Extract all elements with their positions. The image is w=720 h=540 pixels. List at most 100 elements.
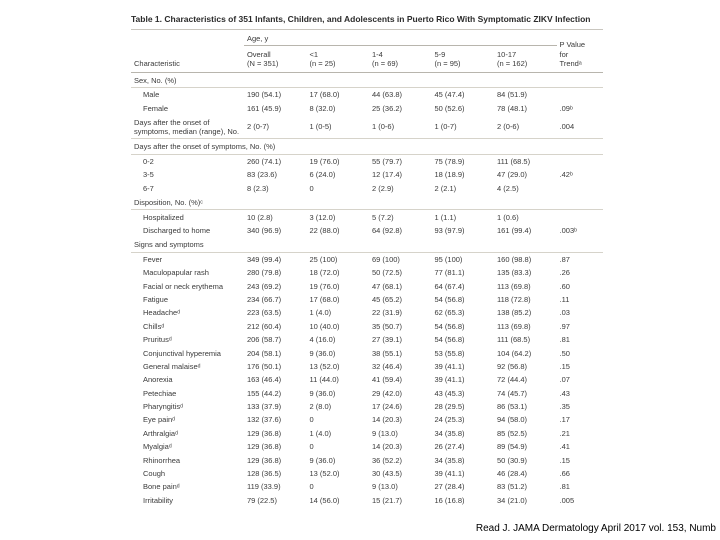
cell-value: 54 (56.8)	[432, 333, 495, 346]
cell-value: 27 (28.4)	[432, 480, 495, 493]
table-row: Maculopapular rash280 (79.8)18 (72.0)50 …	[131, 266, 603, 279]
cell-value: 64 (92.8)	[369, 224, 432, 237]
cell-value: 32 (46.4)	[369, 360, 432, 373]
data-table: Characteristic Age, y P Value for Trendᵃ…	[131, 30, 603, 506]
cell-value: 14 (20.3)	[369, 440, 432, 453]
cell-value: 41 (59.4)	[369, 373, 432, 386]
cell-value: 2 (2.9)	[369, 182, 432, 195]
cell-value: 9 (36.0)	[306, 346, 369, 359]
section-header: Disposition, No. (%)ᶜ	[131, 195, 603, 210]
section-header: Days after the onset of symptoms, median…	[131, 115, 244, 139]
cell-value: 45 (47.4)	[432, 88, 495, 102]
table-row: Anorexia163 (46.4)11 (44.0)41 (59.4)39 (…	[131, 373, 603, 386]
cell-value: 14 (20.3)	[369, 413, 432, 426]
cell-value: 1 (4.0)	[306, 427, 369, 440]
cell-value: 3 (12.0)	[306, 210, 369, 224]
table-row: Male190 (54.1)17 (68.0)44 (63.8)45 (47.4…	[131, 88, 603, 102]
cell-value: 111 (68.5)	[494, 154, 557, 168]
cell-pvalue: .60	[557, 279, 603, 292]
cell-value: 9 (13.0)	[369, 427, 432, 440]
cell-pvalue	[557, 88, 603, 102]
cell-value: 11 (44.0)	[306, 373, 369, 386]
cell-value: 4 (2.5)	[494, 182, 557, 195]
table-row: Discharged to home340 (96.9)22 (88.0)64 …	[131, 224, 603, 237]
cell-value: 69 (100)	[369, 252, 432, 266]
cell-value: 19 (76.0)	[306, 154, 369, 168]
cell-value: 340 (96.9)	[244, 224, 307, 237]
cell-value: 34 (21.0)	[494, 493, 557, 506]
table-row: Myalgiaᵈ129 (36.8)014 (20.3)26 (27.4)89 …	[131, 440, 603, 453]
table-row: Chillsᵈ212 (60.4)10 (40.0)35 (50.7)54 (5…	[131, 320, 603, 333]
cell-value: 29 (42.0)	[369, 386, 432, 399]
cell-value: 36 (52.2)	[369, 453, 432, 466]
col-10-17: 10-17 (n = 162)	[494, 45, 557, 72]
cell-value: 75 (78.9)	[432, 154, 495, 168]
cell-value: 72 (44.4)	[494, 373, 557, 386]
cell-value: 54 (56.8)	[432, 320, 495, 333]
table-row: Headacheᵈ223 (63.5)1 (4.0)22 (31.9)62 (6…	[131, 306, 603, 319]
cell-value: 349 (99.4)	[244, 252, 307, 266]
cell-value: 25 (100)	[306, 252, 369, 266]
cell-value: 2 (8.0)	[306, 400, 369, 413]
cell-pvalue	[557, 210, 603, 224]
table-row: Hospitalized10 (2.8)3 (12.0)5 (7.2)1 (1.…	[131, 210, 603, 224]
cell-value: 16 (16.8)	[432, 493, 495, 506]
cell-value: 92 (56.8)	[494, 360, 557, 373]
table-row: 0-2260 (74.1)19 (76.0)55 (79.7)75 (78.9)…	[131, 154, 603, 168]
cell-value: 0	[306, 182, 369, 195]
col-characteristic: Characteristic	[131, 30, 244, 72]
cell-value: 129 (36.8)	[244, 440, 307, 453]
cell-value: 84 (51.9)	[494, 88, 557, 102]
cell-value: 27 (39.1)	[369, 333, 432, 346]
table-row: Bone painᵈ119 (33.9)09 (13.0)27 (28.4)83…	[131, 480, 603, 493]
row-label: 3-5	[131, 168, 244, 181]
cell-pvalue: .26	[557, 266, 603, 279]
cell-value: 155 (44.2)	[244, 386, 307, 399]
row-label: 0-2	[131, 154, 244, 168]
cell-pvalue: .004	[557, 115, 603, 139]
cell-value: 9 (13.0)	[369, 480, 432, 493]
cell-value: 111 (68.5)	[494, 333, 557, 346]
row-label: Headacheᵈ	[131, 306, 244, 319]
cell-value: 78 (48.1)	[494, 101, 557, 114]
table-row: Pruritusᵈ206 (58.7)4 (16.0)27 (39.1)54 (…	[131, 333, 603, 346]
table-row: Arthralgiaᵈ129 (36.8)1 (4.0)9 (13.0)34 (…	[131, 427, 603, 440]
table-row: 3-583 (23.6)6 (24.0)12 (17.4)18 (18.9)47…	[131, 168, 603, 181]
cell-pvalue: .21	[557, 427, 603, 440]
cell-value: 19 (76.0)	[306, 279, 369, 292]
cell-value: 15 (21.7)	[369, 493, 432, 506]
cell-pvalue: .35	[557, 400, 603, 413]
cell-pvalue: .11	[557, 293, 603, 306]
table-row: Fever349 (99.4)25 (100)69 (100)95 (100)1…	[131, 252, 603, 266]
cell-pvalue: .66	[557, 467, 603, 480]
cell-value: 13 (52.0)	[306, 467, 369, 480]
row-label: Conjunctival hyperemia	[131, 346, 244, 359]
cell-pvalue: .87	[557, 252, 603, 266]
cell-value: 50 (52.6)	[432, 101, 495, 114]
col-pvalue: P Value for Trendᵃ	[557, 30, 603, 72]
row-label: Male	[131, 88, 244, 102]
cell-value: 39 (41.1)	[432, 373, 495, 386]
cell-pvalue: .97	[557, 320, 603, 333]
cell-value: 135 (83.3)	[494, 266, 557, 279]
cell-value: 38 (55.1)	[369, 346, 432, 359]
cell-value: 39 (41.1)	[432, 360, 495, 373]
cell-value: 243 (69.2)	[244, 279, 307, 292]
cell-value: 9 (36.0)	[306, 386, 369, 399]
cell-value: 10 (2.8)	[244, 210, 307, 224]
cell-value: 9 (36.0)	[306, 453, 369, 466]
cell-value: 89 (54.9)	[494, 440, 557, 453]
cell-value: 17 (68.0)	[306, 293, 369, 306]
page-root: Table 1. Characteristics of 351 Infants,…	[0, 0, 720, 540]
col-age-span: Age, y	[244, 30, 557, 45]
cell-value: 190 (54.1)	[244, 88, 307, 102]
cell-pvalue: .15	[557, 360, 603, 373]
row-label: Bone painᵈ	[131, 480, 244, 493]
row-label: Female	[131, 101, 244, 114]
cell-value: 1 (0-5)	[306, 115, 369, 139]
cell-value: 1 (0-6)	[369, 115, 432, 139]
table-container: Table 1. Characteristics of 351 Infants,…	[131, 14, 603, 507]
row-label: Arthralgiaᵈ	[131, 427, 244, 440]
table-row: Conjunctival hyperemia204 (58.1)9 (36.0)…	[131, 346, 603, 359]
cell-pvalue: .42ᵇ	[557, 168, 603, 181]
